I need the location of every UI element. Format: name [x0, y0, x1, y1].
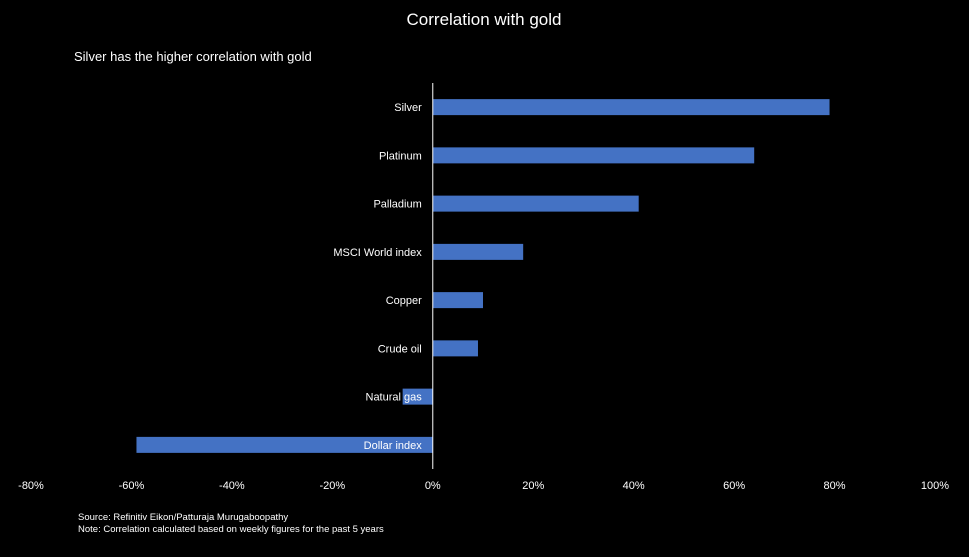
category-label-copper: Copper: [386, 295, 422, 307]
source-footnote: Source: Refinitiv Eikon/Patturaja Muruga…: [78, 512, 288, 523]
bar-msci-world-index: [432, 243, 524, 260]
x-tick-label: -20%: [319, 480, 345, 492]
chart-subtitle: Silver has the higher correlation with g…: [74, 49, 312, 64]
x-tick-label: -60%: [119, 480, 145, 492]
category-labels: Silver Platinum Palladium MSCI World index C…: [333, 102, 422, 452]
note-footnote: Note: Correlation calculated based on we…: [78, 524, 384, 535]
x-tick-label: 20%: [522, 480, 544, 492]
bar-natural-gas: [402, 388, 433, 405]
x-tick-label: -80%: [18, 480, 44, 492]
bars-group: [136, 99, 830, 453]
bar-crude-oil: [432, 340, 478, 357]
x-tick-label: -40%: [219, 480, 245, 492]
bar-copper: [432, 292, 483, 309]
category-label-palladium: Palladium: [373, 199, 421, 211]
category-label-dollar-index: Dollar index: [364, 440, 423, 452]
category-label-silver: Silver: [394, 102, 422, 114]
category-label-natural-gas: Natural gas: [366, 392, 423, 404]
bar-dollar-index: [136, 436, 433, 453]
x-tick-label: 80%: [824, 480, 846, 492]
category-label-platinum: Platinum: [379, 150, 422, 162]
category-label-msci-world-index: MSCI World index: [333, 247, 422, 259]
chart-title: Correlation with gold: [407, 10, 562, 29]
bar-platinum: [432, 147, 755, 164]
x-axis-tick-labels: -80% -60% -40% -20% 0% 20% 40% 60% 80% 100%: [18, 480, 949, 492]
category-label-crude-oil: Crude oil: [378, 343, 422, 355]
x-tick-label: 0%: [425, 480, 441, 492]
x-tick-label: 40%: [623, 480, 645, 492]
x-tick-label: 60%: [723, 480, 745, 492]
bar-palladium: [432, 195, 639, 212]
bar-silver: [432, 99, 830, 116]
x-tick-label: 100%: [921, 480, 949, 492]
